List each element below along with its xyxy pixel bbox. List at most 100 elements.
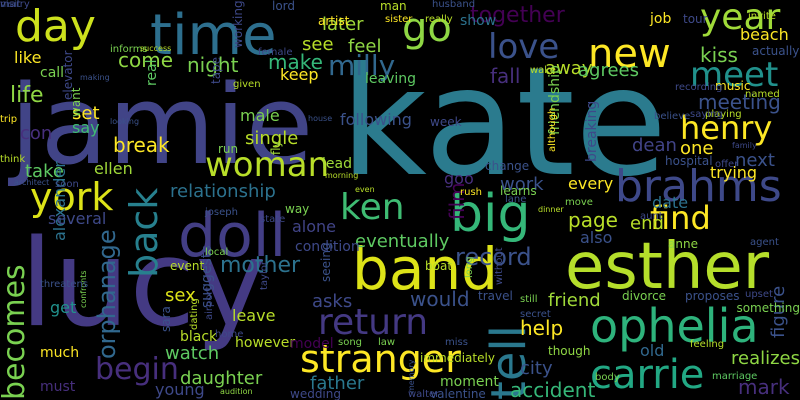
word-meeting: meeting	[698, 90, 781, 114]
word-milly: milly	[328, 49, 396, 82]
word-audition: audition	[220, 387, 253, 396]
word-friend: friend	[548, 290, 601, 311]
word-daughter: daughter	[180, 368, 263, 389]
word-trying: trying	[710, 163, 758, 182]
word-carrie: carrie	[590, 352, 705, 398]
word-beach: beach	[740, 25, 789, 44]
word-return: return	[318, 302, 429, 343]
word-mark: mark	[738, 375, 790, 399]
word-goo: goo	[444, 169, 474, 188]
word-ellen: ellen	[94, 159, 133, 178]
word-esther: esther	[565, 230, 770, 304]
word-valentine: valentine	[430, 387, 486, 400]
word-marriage: marriage	[712, 371, 758, 382]
word-lead: lead	[322, 156, 352, 172]
word-fly: fly	[269, 140, 283, 155]
word-move: move	[565, 197, 593, 208]
word-doll: doll	[178, 201, 287, 271]
word-boat: boat	[425, 259, 453, 273]
word-something: something	[736, 301, 800, 315]
word-secret: secret	[520, 309, 551, 320]
word-set: set	[72, 103, 100, 124]
word-say: say	[72, 118, 100, 137]
word-date: date	[652, 193, 689, 212]
word-record: record	[455, 243, 532, 271]
word-woman: woman	[205, 145, 330, 185]
word-artist: artist	[318, 14, 350, 28]
word-every: every	[568, 174, 614, 193]
word-memory: memory	[407, 359, 416, 393]
word-without: without	[494, 247, 505, 285]
word-success: success	[140, 44, 172, 53]
word-house: house	[308, 114, 333, 123]
word-informs: informs	[110, 44, 148, 55]
word-believe: believe	[654, 111, 691, 122]
word-proposes: proposes	[685, 289, 740, 303]
word-lane: lane	[505, 194, 527, 205]
word-single: single	[245, 128, 299, 149]
word-begin: begin	[95, 352, 179, 387]
word-walter: walter	[408, 389, 440, 400]
word-watch: watch	[165, 343, 220, 364]
word-given: given	[233, 79, 261, 90]
word-marry: marry	[0, 0, 30, 10]
word-come: come	[118, 48, 174, 72]
word-break: break	[113, 133, 170, 157]
word-actually: actually	[752, 44, 800, 58]
word-must: must	[40, 379, 76, 395]
word-breaking: breaking	[584, 100, 600, 162]
word-keep: keep	[280, 65, 319, 84]
word-call: call	[40, 65, 65, 81]
word-later: later	[322, 14, 364, 35]
word-get: get	[50, 298, 77, 317]
word-father: father	[310, 373, 365, 394]
word-kate: kate	[340, 36, 668, 210]
word-joseph: joseph	[205, 207, 238, 218]
word-fall: fall	[490, 64, 521, 88]
word-love: love	[488, 27, 560, 67]
word-away: away	[545, 58, 593, 79]
word-night: night	[187, 53, 239, 77]
word-working: working	[231, 0, 245, 48]
word-song: song	[338, 337, 363, 348]
word-tape: tape	[209, 56, 223, 84]
word-jamie: jamie	[10, 61, 314, 189]
word-morning: morning	[325, 171, 359, 180]
word-young: young	[155, 380, 205, 399]
word-take: take	[25, 161, 64, 182]
word-however: however	[235, 335, 296, 351]
word-invite: invite	[748, 11, 776, 22]
word-rush: rush	[460, 187, 482, 198]
word-music: music	[715, 79, 751, 93]
word-feel: feel	[348, 36, 382, 57]
word-becomes: becomes	[0, 264, 32, 400]
word-named: named	[745, 89, 780, 100]
word-man: man	[380, 0, 407, 13]
word-leave: leave	[232, 306, 276, 325]
word-go: go	[402, 5, 452, 51]
word-learns: learns	[500, 184, 537, 198]
word-realizes: realizes	[730, 348, 800, 369]
word-making: making	[80, 73, 110, 82]
word-several: several	[48, 209, 107, 228]
word-model: model	[290, 336, 334, 352]
word-local: local	[205, 247, 229, 258]
word-state: state	[260, 214, 286, 225]
word-big: big	[450, 184, 531, 244]
word-aunt: aunt	[640, 211, 663, 222]
word-seeing: seeing	[319, 242, 333, 282]
word-new: new	[588, 31, 671, 77]
word-wedding: wedding	[290, 387, 341, 400]
word-dean: dean	[632, 135, 677, 156]
word-work: work	[500, 174, 544, 195]
word-accident: accident	[510, 378, 596, 400]
word-although: although	[547, 107, 558, 152]
word-eventually: eventually	[355, 231, 450, 252]
word-really: really	[425, 14, 453, 25]
word-ken: ken	[340, 187, 405, 228]
word-miss: miss	[445, 337, 468, 348]
word-time: time	[150, 3, 277, 68]
word-lucy: lucy	[20, 215, 267, 354]
word-one: one	[680, 138, 714, 159]
word-leaving: leaving	[365, 71, 417, 87]
